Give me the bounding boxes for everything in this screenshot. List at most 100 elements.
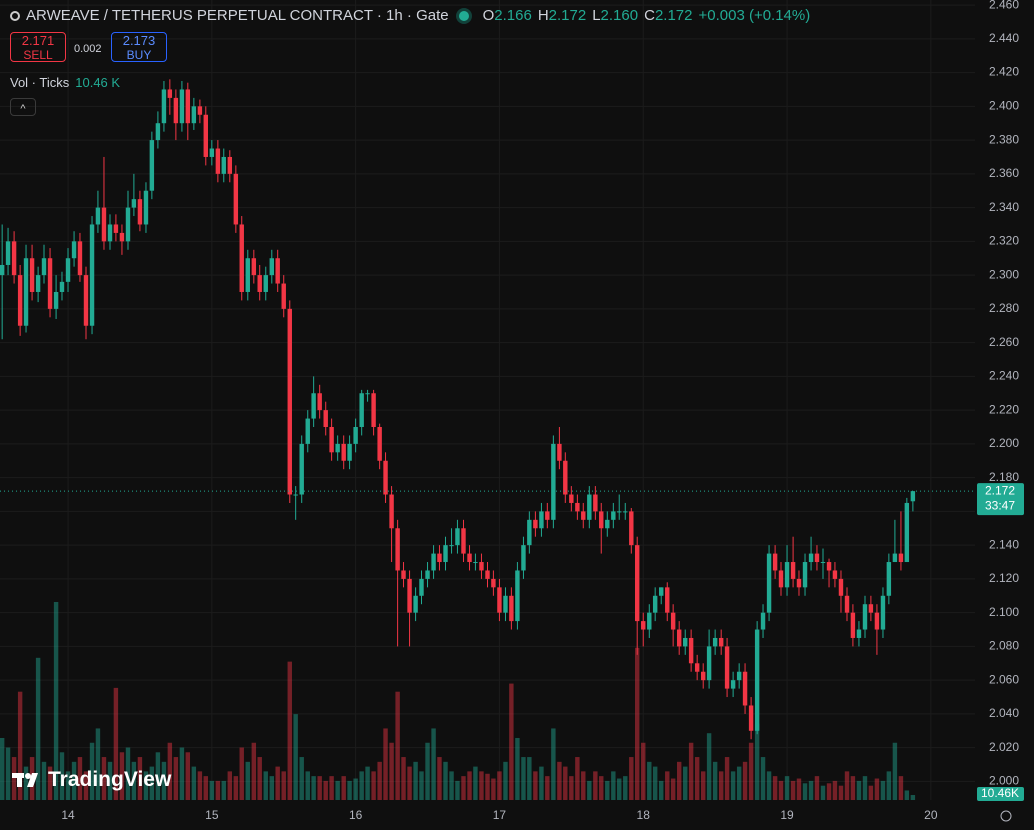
volume-bar (251, 742, 257, 800)
candle-body (233, 173, 239, 225)
last-price-tag (977, 483, 1024, 516)
y-tick-label: 2.360 (989, 166, 1019, 180)
volume-bar (269, 776, 275, 800)
candle-body (808, 553, 814, 563)
volume-bar (820, 785, 826, 800)
candle-body (581, 511, 586, 520)
brand: TradingView (12, 768, 171, 792)
volume-bar (305, 771, 310, 800)
candle-body (203, 114, 208, 157)
volume-bar (886, 771, 892, 800)
candle-body (563, 460, 568, 495)
ohlc-key: L (592, 7, 601, 24)
ohlc-key: O (482, 7, 495, 24)
buy-button[interactable]: 2.173 BUY (111, 32, 167, 62)
candle-body (419, 578, 424, 596)
candle-body (119, 232, 125, 242)
candle-body (53, 291, 59, 309)
candle-body (892, 553, 898, 563)
candle-body (599, 511, 604, 529)
volume-bar (605, 780, 610, 800)
change: +0.003 (+0.14%) (698, 7, 811, 24)
collapse-button[interactable]: ^ (10, 98, 36, 116)
symbol-title[interactable]: ARWEAVE / TETHERUS PERPETUAL CONTRACT · … (26, 7, 449, 24)
volume-bar (760, 757, 766, 800)
volume-bar (515, 737, 520, 800)
candle-body (137, 199, 143, 225)
volume-bar (533, 771, 538, 800)
live-indicator (458, 10, 469, 21)
sell-button[interactable]: 2.171 SELL (10, 32, 66, 62)
candle-body (676, 629, 682, 647)
y-tick-label: 2.040 (989, 706, 1019, 720)
candle-body (515, 570, 520, 622)
candle-body (59, 281, 65, 292)
volume-bar (748, 742, 754, 800)
candle-body (509, 595, 514, 622)
candle-body (185, 89, 191, 124)
y-tick-label: 2.240 (989, 369, 1019, 383)
volume-bar (838, 785, 844, 800)
volume-bar (377, 761, 382, 800)
volume-bar (95, 728, 101, 800)
candle-body (269, 258, 275, 276)
volume-bar (395, 691, 400, 800)
y-tick-label: 2.420 (989, 65, 1019, 79)
candle-body (665, 587, 670, 613)
settings-button[interactable] (1000, 810, 1012, 822)
volume-bar (77, 757, 83, 800)
candle-body (754, 629, 760, 731)
volume-bar (587, 780, 592, 800)
candle-body (89, 224, 95, 326)
volume-indicator: Vol · Ticks (10, 75, 70, 90)
volume-bar (832, 780, 838, 800)
volume-bar (401, 757, 406, 800)
volume-bar (329, 776, 334, 800)
volume-bar (245, 761, 250, 800)
candle-body (593, 494, 598, 512)
candle-body (281, 283, 286, 309)
volume-bar (107, 761, 113, 800)
x-tick-label: 16 (349, 808, 363, 822)
volume-bar (652, 766, 658, 800)
y-tick-label: 2.320 (989, 234, 1019, 248)
candle-body (611, 511, 616, 520)
candle-body (820, 562, 826, 564)
volume-bar (503, 761, 508, 800)
candle-body (95, 207, 101, 225)
volume-bar (23, 766, 29, 800)
candle-body (778, 570, 784, 588)
volume-bar (688, 742, 694, 800)
volume-bar (185, 752, 191, 800)
candle-body (5, 241, 11, 265)
volume-bar (467, 771, 472, 800)
volume-bar (772, 776, 778, 800)
volume-bar (623, 776, 628, 800)
candle-body (329, 427, 334, 453)
candle-body (77, 241, 83, 276)
candle-body (23, 258, 29, 326)
candle-body (35, 275, 41, 292)
candle-body (617, 511, 622, 513)
volume-bar (694, 757, 700, 800)
volume-bar (754, 723, 760, 800)
volume-bar (89, 742, 95, 800)
volume-bar (179, 747, 185, 800)
volume-bar (341, 776, 346, 800)
y-tick-label: 2.060 (989, 672, 1019, 686)
volume-bar (437, 757, 442, 800)
candle-body (647, 612, 652, 630)
candle-body (533, 519, 538, 529)
volume-bar (419, 771, 424, 800)
volume-bar (874, 778, 880, 800)
y-tick-label: 2.280 (989, 301, 1019, 315)
volume-bar (347, 780, 352, 800)
volume-bar (47, 766, 53, 800)
volume-bar (521, 757, 526, 800)
ohlc-value: 2.160 (600, 7, 639, 24)
candle-body (886, 562, 892, 596)
candle-body (467, 553, 472, 563)
candle-body (227, 156, 233, 174)
volume-bar (275, 766, 280, 800)
ohlc-key: H (537, 7, 549, 24)
